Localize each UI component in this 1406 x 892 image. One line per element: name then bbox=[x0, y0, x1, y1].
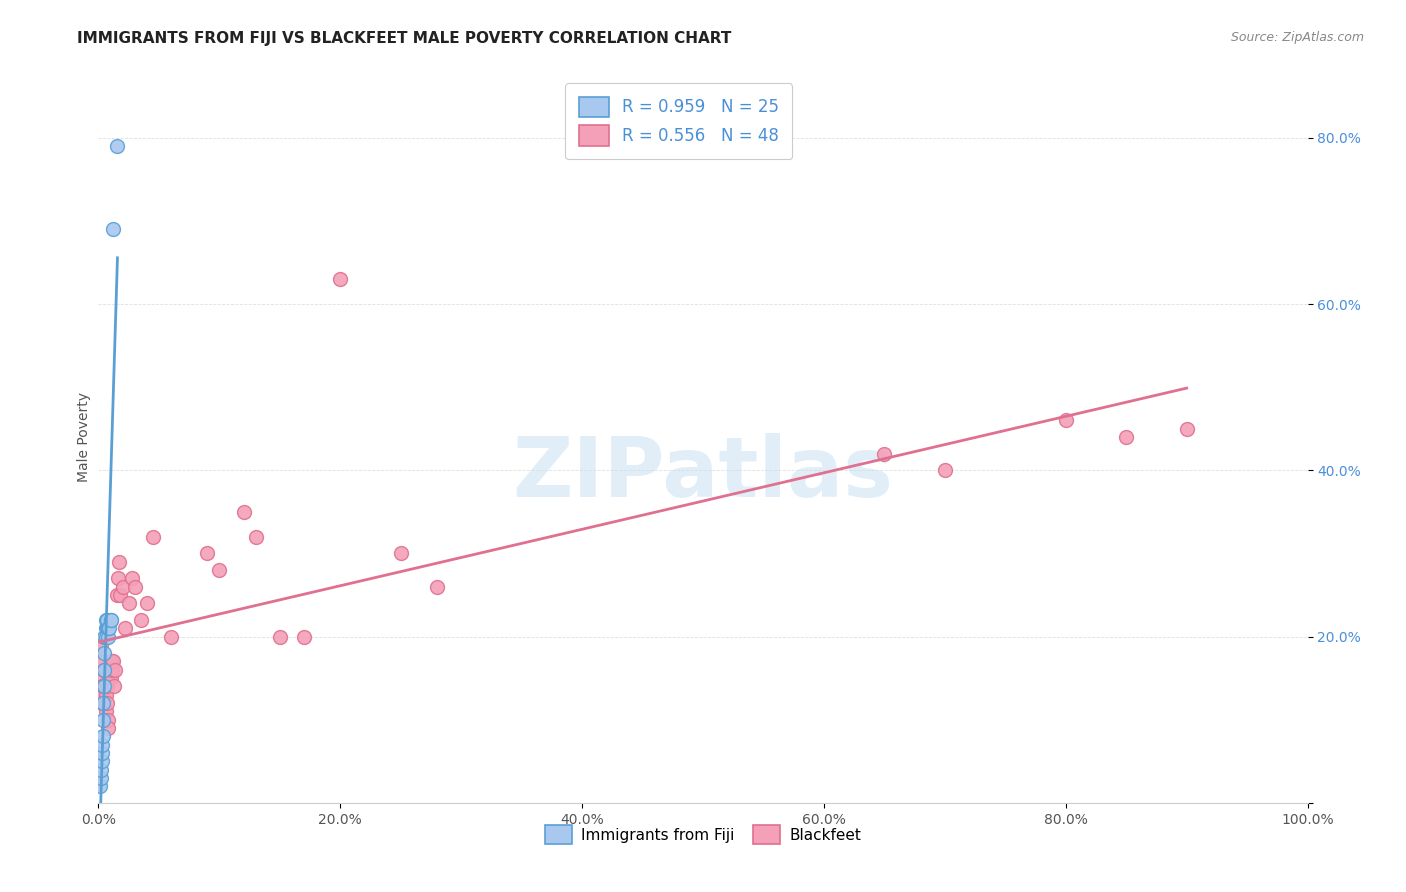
Point bbox=[91, 754, 114, 768]
Point bbox=[94, 705, 117, 719]
Point bbox=[97, 621, 120, 635]
Point bbox=[389, 546, 412, 560]
Point bbox=[90, 771, 112, 785]
Point bbox=[107, 571, 129, 585]
Point bbox=[108, 555, 131, 569]
Point bbox=[93, 663, 115, 677]
Point bbox=[105, 588, 128, 602]
Point bbox=[292, 630, 315, 644]
Point bbox=[208, 563, 231, 577]
Point bbox=[426, 580, 449, 594]
Point bbox=[97, 630, 120, 644]
Point bbox=[124, 580, 146, 594]
Point bbox=[93, 663, 115, 677]
Point bbox=[91, 729, 114, 743]
Point bbox=[329, 272, 352, 286]
Point bbox=[103, 680, 125, 694]
Point bbox=[104, 663, 127, 677]
Point bbox=[873, 447, 896, 461]
Text: Source: ZipAtlas.com: Source: ZipAtlas.com bbox=[1230, 31, 1364, 45]
Point bbox=[91, 680, 114, 694]
Point bbox=[91, 738, 114, 752]
Point bbox=[101, 222, 124, 236]
Point bbox=[90, 763, 112, 777]
Y-axis label: Male Poverty: Male Poverty bbox=[77, 392, 91, 482]
Point bbox=[94, 613, 117, 627]
Legend: Immigrants from Fiji, Blackfeet: Immigrants from Fiji, Blackfeet bbox=[538, 819, 868, 850]
Point bbox=[97, 713, 120, 727]
Point bbox=[100, 663, 122, 677]
Point bbox=[105, 139, 128, 153]
Point bbox=[100, 655, 122, 669]
Point bbox=[101, 655, 124, 669]
Point bbox=[90, 638, 112, 652]
Point bbox=[91, 688, 114, 702]
Point bbox=[94, 630, 117, 644]
Point bbox=[96, 613, 118, 627]
Point bbox=[93, 680, 115, 694]
Point bbox=[91, 696, 114, 710]
Point bbox=[93, 646, 115, 660]
Point bbox=[96, 621, 118, 635]
Point bbox=[96, 696, 118, 710]
Point bbox=[129, 613, 152, 627]
Point bbox=[1115, 430, 1137, 444]
Point bbox=[91, 696, 114, 710]
Point bbox=[100, 671, 122, 685]
Point bbox=[100, 613, 122, 627]
Point bbox=[91, 713, 114, 727]
Point bbox=[93, 680, 115, 694]
Point bbox=[118, 596, 141, 610]
Point bbox=[98, 621, 121, 635]
Point bbox=[93, 630, 115, 644]
Point bbox=[121, 571, 143, 585]
Point bbox=[90, 671, 112, 685]
Point bbox=[91, 746, 114, 760]
Point bbox=[100, 613, 122, 627]
Point bbox=[111, 580, 134, 594]
Point bbox=[96, 680, 118, 694]
Text: IMMIGRANTS FROM FIJI VS BLACKFEET MALE POVERTY CORRELATION CHART: IMMIGRANTS FROM FIJI VS BLACKFEET MALE P… bbox=[77, 31, 731, 46]
Point bbox=[97, 721, 120, 735]
Point bbox=[934, 463, 956, 477]
Point bbox=[269, 630, 291, 644]
Point bbox=[98, 671, 121, 685]
Point bbox=[195, 546, 218, 560]
Text: ZIPatlas: ZIPatlas bbox=[513, 434, 893, 514]
Point bbox=[232, 505, 254, 519]
Point bbox=[135, 596, 157, 610]
Point bbox=[245, 530, 267, 544]
Point bbox=[89, 779, 111, 793]
Point bbox=[142, 530, 165, 544]
Point bbox=[94, 688, 117, 702]
Point bbox=[1175, 422, 1198, 436]
Point bbox=[114, 621, 136, 635]
Point bbox=[160, 630, 183, 644]
Point bbox=[94, 621, 117, 635]
Point bbox=[89, 655, 111, 669]
Point bbox=[1054, 413, 1077, 427]
Point bbox=[108, 588, 131, 602]
